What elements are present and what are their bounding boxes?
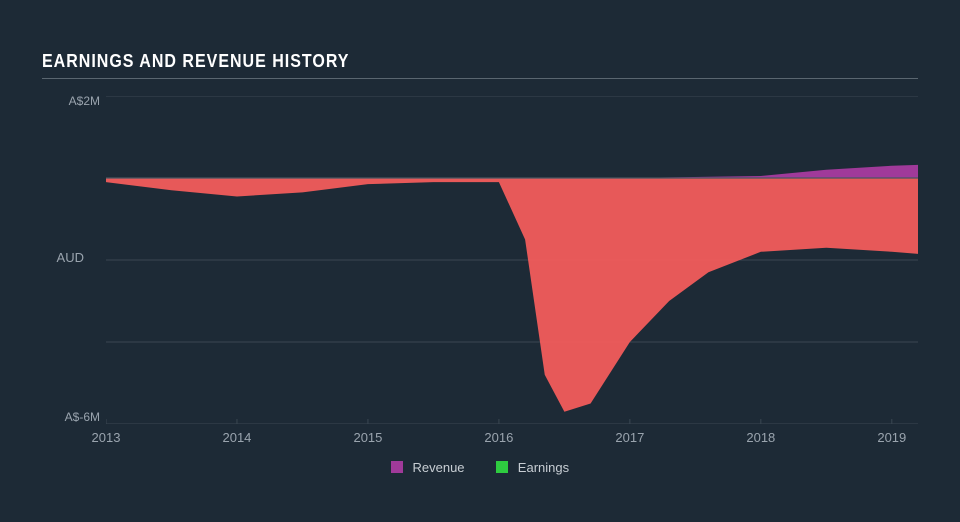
legend-label-revenue: Revenue bbox=[413, 460, 465, 475]
legend-swatch-revenue bbox=[391, 461, 403, 473]
y-axis-label: AUD bbox=[24, 250, 84, 265]
chart-card: EARNINGS AND REVENUE HISTORY A$2M AUD A$… bbox=[0, 0, 960, 522]
chart-title: EARNINGS AND REVENUE HISTORY bbox=[42, 52, 349, 73]
legend-label-earnings: Earnings bbox=[518, 460, 569, 475]
plot-area bbox=[106, 96, 918, 424]
legend-item-revenue: Revenue bbox=[391, 460, 465, 475]
title-rule bbox=[42, 78, 918, 79]
x-tick-label: 2017 bbox=[615, 430, 644, 445]
x-tick-label: 2013 bbox=[92, 430, 121, 445]
x-tick-label: 2016 bbox=[484, 430, 513, 445]
area-chart-svg bbox=[106, 96, 918, 424]
x-tick-label: 2014 bbox=[222, 430, 251, 445]
y-tick-bottom: A$-6M bbox=[40, 410, 100, 424]
legend: Revenue Earnings bbox=[0, 460, 960, 475]
x-tick-label: 2018 bbox=[746, 430, 775, 445]
x-tick-label: 2015 bbox=[353, 430, 382, 445]
legend-item-earnings: Earnings bbox=[496, 460, 569, 475]
legend-swatch-earnings bbox=[496, 461, 508, 473]
y-tick-top: A$2M bbox=[40, 94, 100, 108]
x-tick-label: 2019 bbox=[877, 430, 906, 445]
